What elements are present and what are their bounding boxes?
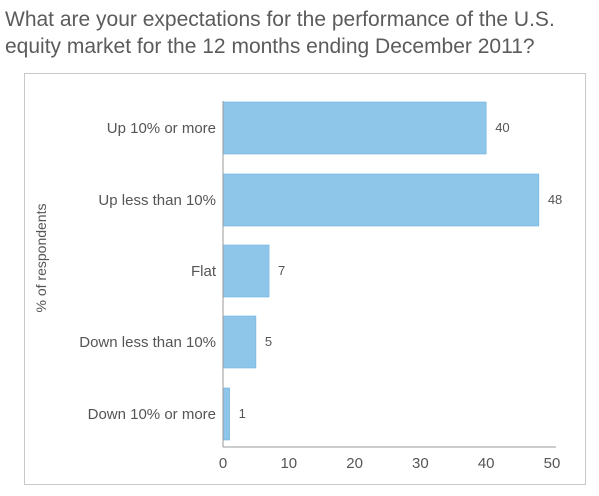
bar bbox=[222, 315, 257, 369]
x-tick-label: 20 bbox=[346, 455, 363, 472]
bar bbox=[222, 173, 540, 227]
category-label: Flat bbox=[191, 263, 217, 280]
data-label: 40 bbox=[495, 120, 509, 135]
category-label: Down 10% or more bbox=[88, 406, 216, 423]
chart-title: What are your expectations for the perfo… bbox=[5, 8, 555, 58]
y-axis-label: % of respondents bbox=[33, 204, 49, 313]
data-label: 48 bbox=[548, 192, 562, 207]
data-label: 5 bbox=[265, 334, 272, 349]
data-label: 7 bbox=[278, 263, 285, 278]
x-tick-label: 0 bbox=[219, 455, 227, 472]
category-label: Up 10% or more bbox=[107, 120, 216, 137]
data-label: 1 bbox=[239, 406, 246, 421]
x-tick-label: 30 bbox=[412, 455, 429, 472]
bar bbox=[222, 387, 230, 441]
x-tick-label: 40 bbox=[478, 455, 495, 472]
bar bbox=[222, 101, 487, 155]
x-tick-label: 10 bbox=[280, 455, 297, 472]
x-tick-label: 50 bbox=[544, 455, 561, 472]
category-label: Up less than 10% bbox=[98, 192, 216, 209]
category-label: Down less than 10% bbox=[79, 334, 216, 351]
bar bbox=[222, 244, 270, 298]
